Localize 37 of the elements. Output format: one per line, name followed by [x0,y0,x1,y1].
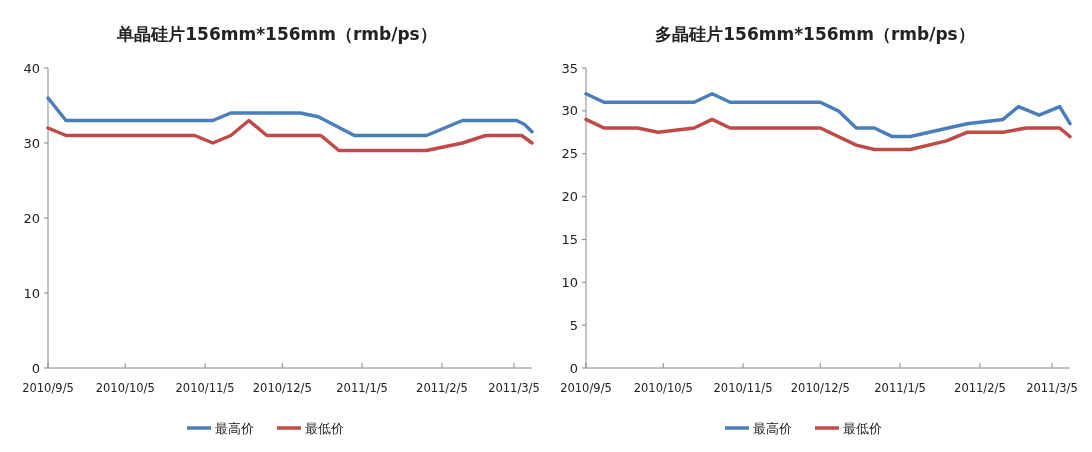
y-tick-label: 20 [561,189,578,205]
x-tick-label: 2011/2/5 [954,381,1006,395]
x-tick-label: 2010/12/5 [790,381,850,395]
y-tick-label: 25 [561,146,578,162]
y-tick-label: 15 [561,231,578,247]
chart-title: 多晶硅片156mm*156mm（rmb/ps） [655,24,975,44]
x-tick-label: 2010/11/5 [713,381,773,395]
line-series [46,96,534,138]
line-series [584,117,1072,152]
y-tick-label: 40 [23,60,40,76]
x-tick-label: 2011/1/5 [336,381,388,395]
y-tick-label: 30 [23,135,40,151]
y-tick-label: 0 [31,360,40,376]
line-series [46,118,534,153]
y-tick-label: 0 [569,360,578,376]
x-tick-label: 2010/12/5 [252,381,312,395]
line-series [584,91,1072,139]
x-tick-label: 2010/10/5 [95,381,155,395]
legend-label: 最低价 [843,420,882,436]
legend-label: 最高价 [215,420,254,436]
y-tick-label: 20 [23,210,40,226]
legend-label: 最高价 [753,420,792,436]
y-tick-label: 10 [23,285,40,301]
x-tick-label: 2010/9/5 [560,381,612,395]
x-tick-label: 2010/9/5 [22,381,74,395]
legend-label: 最低价 [305,420,344,436]
x-tick-label: 2010/10/5 [633,381,693,395]
y-tick-label: 35 [561,60,578,76]
y-tick-label: 30 [561,103,578,119]
chart-title: 单晶硅片156mm*156mm（rmb/ps） [116,24,437,44]
y-tick-label: 5 [569,317,578,333]
x-tick-label: 2011/3/5 [488,381,540,395]
x-tick-label: 2010/11/5 [175,381,235,395]
x-tick-label: 2011/3/5 [1026,381,1078,395]
y-tick-label: 10 [561,274,578,290]
x-tick-label: 2011/1/5 [874,381,926,395]
x-tick-label: 2011/2/5 [416,381,468,395]
